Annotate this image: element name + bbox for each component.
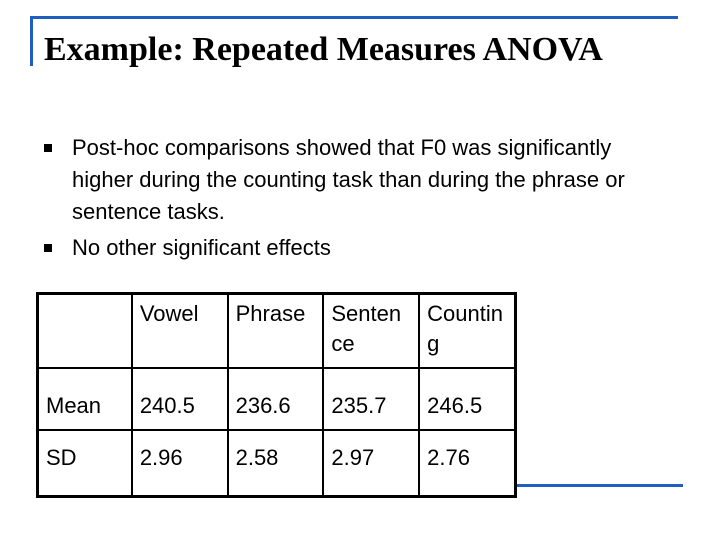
table-header-cell: Phrase [226,292,325,369]
bullet-list: Post-hoc comparisons showed that F0 was … [44,132,664,268]
table-row: Mean 240.5 236.6 235.7 246.5 [36,367,517,431]
table-header-row: Vowel Phrase Sentence Counting [36,292,517,369]
table-header-cell: Vowel [130,292,229,369]
bullet-item: No other significant effects [44,232,664,264]
accent-rule-bottom [515,484,683,487]
bullet-item: Post-hoc comparisons showed that F0 was … [44,132,664,228]
bullet-text: No other significant effects [72,235,331,260]
table-header-cell [36,292,133,369]
table-cell: 2.76 [418,429,517,498]
bullet-text: Post-hoc comparisons showed that F0 was … [72,135,625,224]
table-cell: 246.5 [418,367,517,431]
table-cell: 240.5 [130,367,229,431]
table-cell: 236.6 [226,367,325,431]
row-label: Mean [36,367,133,431]
square-bullet-icon [44,144,52,152]
square-bullet-icon [44,244,52,252]
table-header-cell: Counting [418,292,517,369]
accent-rule-top [30,16,678,19]
slide-title: Example: Repeated Measures ANOVA [44,31,603,68]
table-cell: 2.96 [130,429,229,498]
table-cell: 235.7 [322,367,421,431]
table-header-cell: Sentence [322,292,421,369]
table-cell: 2.58 [226,429,325,498]
table-cell: 2.97 [322,429,421,498]
accent-rule-left [30,16,33,66]
row-label: SD [36,429,133,498]
table-row: SD 2.96 2.58 2.97 2.76 [36,429,517,498]
stats-table: Vowel Phrase Sentence Counting Mean 240.… [36,292,517,498]
